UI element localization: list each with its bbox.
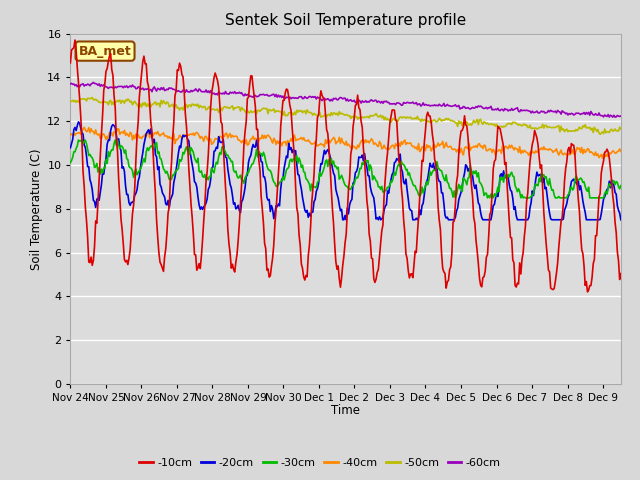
Y-axis label: Soil Temperature (C): Soil Temperature (C) (30, 148, 43, 270)
X-axis label: Time: Time (331, 405, 360, 418)
Title: Sentek Soil Temperature profile: Sentek Soil Temperature profile (225, 13, 466, 28)
Text: BA_met: BA_met (79, 45, 131, 58)
Legend: -10cm, -20cm, -30cm, -40cm, -50cm, -60cm: -10cm, -20cm, -30cm, -40cm, -50cm, -60cm (135, 453, 505, 472)
